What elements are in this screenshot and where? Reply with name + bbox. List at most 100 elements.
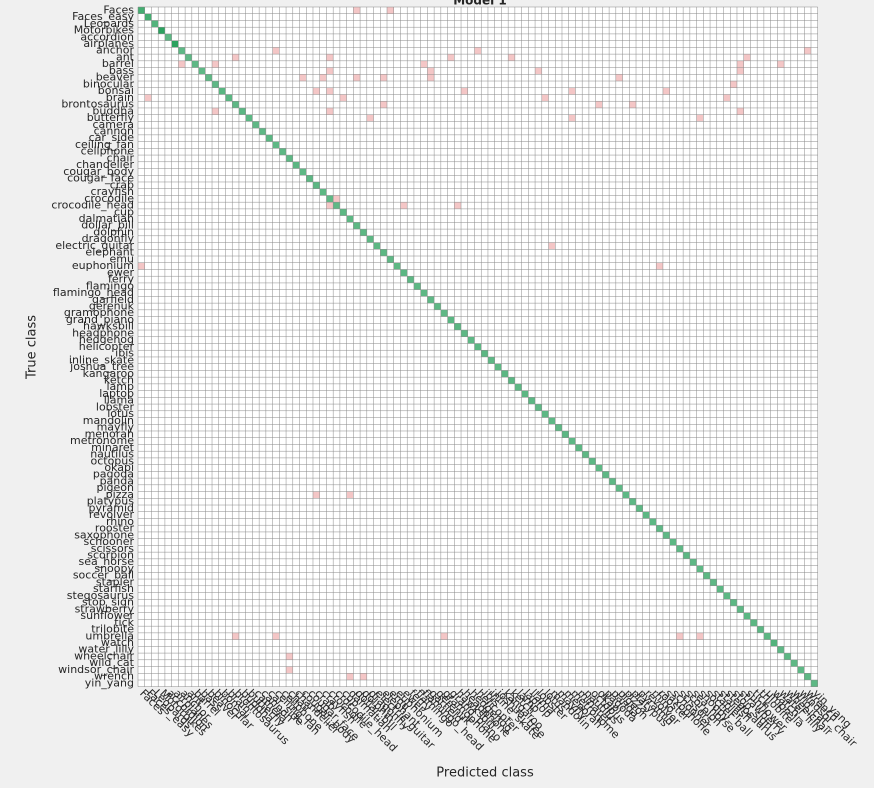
y-tick-label: cellphone (81, 145, 135, 158)
y-tick-label: ant (116, 50, 135, 63)
y-tick-label: euphonium (72, 259, 134, 272)
y-tick-label: windsor_chair (58, 663, 134, 676)
off-diagonal-cell (541, 94, 549, 102)
y-tick-label: crocodile (84, 192, 134, 205)
y-tick-label: mandolin (83, 414, 134, 427)
off-diagonal-cell (178, 60, 186, 68)
diagonal-cell (299, 168, 307, 176)
y-tick-label: panda (100, 474, 134, 487)
off-diagonal-cell (380, 74, 388, 82)
diagonal-cell (649, 518, 657, 526)
y-tick-label: chair (107, 151, 135, 164)
y-tick-label: buddha (92, 104, 134, 117)
y-tick-label: lobster (96, 400, 135, 413)
y-tick-label: octopus (90, 454, 134, 467)
off-diagonal-cell (676, 632, 684, 640)
y-tick-label: lotus (107, 407, 134, 420)
y-tick-label: flamingo_head (53, 286, 134, 299)
diagonal-cell (528, 397, 536, 405)
diagonal-cell (272, 141, 280, 149)
diagonal-cell (138, 7, 145, 14)
diagonal-cell (757, 626, 764, 633)
off-diagonal-cell (232, 632, 239, 640)
y-tick-label: watch (101, 636, 134, 649)
diagonal-cell (615, 484, 623, 492)
diagonal-cell (467, 336, 475, 344)
y-tick-label: anchor (96, 44, 134, 57)
y-tick-label: nautilus (90, 448, 134, 461)
y-tick-label: car_side (89, 131, 135, 144)
y-tick-label: sea_horse (79, 555, 135, 568)
off-diagonal-cell (333, 195, 340, 203)
y-tick-label: bass (109, 64, 134, 77)
off-diagonal-cell (474, 47, 482, 55)
off-diagonal-cell (326, 107, 334, 115)
diagonal-cell (413, 282, 421, 290)
off-diagonal-cell (312, 491, 320, 499)
y-tick-label: revolver (89, 508, 135, 521)
off-diagonal-cell (312, 87, 320, 95)
off-diagonal-cell (615, 74, 623, 82)
diagonal-cell (447, 316, 455, 324)
y-tick-label: ceiling_fan (75, 138, 134, 151)
diagonal-cell (750, 619, 758, 627)
diagonal-cell (360, 229, 367, 236)
off-diagonal-cell (326, 87, 334, 95)
y-tick-label: barrel (102, 57, 134, 70)
diagonal-cell (777, 646, 785, 654)
y-tick-label: cannon (94, 125, 134, 138)
diagonal-cell (710, 579, 717, 586)
off-diagonal-cell (299, 74, 307, 82)
diagonal-cell (292, 161, 300, 169)
y-tick-label: water_lilly (78, 643, 134, 656)
diagonal-cell (427, 296, 435, 304)
off-diagonal-cell (427, 67, 435, 75)
diagonal-cell (629, 498, 637, 506)
y-tick-label: platypus (87, 495, 135, 508)
off-diagonal-cell (319, 74, 327, 82)
y-tick-label: dollar_bill (81, 219, 134, 232)
diagonal-cell (743, 612, 751, 620)
off-diagonal-cell (696, 632, 704, 640)
y-tick-label: accordion (80, 30, 134, 43)
off-diagonal-cell (736, 67, 744, 75)
diagonal-cell (164, 33, 172, 41)
diagonal-cell (521, 390, 529, 398)
diagonal-cell (306, 175, 313, 182)
y-tick-label: yin_yang (85, 676, 134, 689)
y-tick-label: camera (92, 118, 134, 131)
off-diagonal-cell (353, 74, 361, 82)
diagonal-cell (407, 276, 414, 283)
diagonal-cell (481, 350, 488, 357)
diagonal-cell (319, 188, 327, 196)
y-tick-label: ibis (115, 347, 134, 360)
diagonal-cell (784, 653, 791, 660)
diagonal-cell (333, 202, 340, 209)
off-diagonal-cell (440, 632, 448, 640)
y-tick-label: beaver (96, 71, 135, 84)
diagonal-cell (339, 208, 347, 216)
diagonal-cell (494, 363, 502, 371)
off-diagonal-cell (346, 491, 354, 499)
y-tick-label: rhino (106, 515, 134, 528)
y-tick-label: airplanes (83, 37, 134, 50)
off-diagonal-cell (346, 673, 354, 680)
y-tick-label: brontosaurus (61, 98, 134, 111)
y-tick-label: saxophone (74, 528, 134, 541)
off-diagonal-cell (380, 101, 388, 108)
y-tick-label: snoopy (94, 562, 134, 575)
y-tick-label: minaret (91, 441, 135, 454)
y-axis-label: True class (25, 315, 40, 380)
y-tick-label: pyramid (88, 501, 134, 514)
diagonal-cell (178, 47, 186, 55)
diagonal-cell (642, 511, 650, 519)
y-tick-label: trilobite (91, 623, 134, 636)
off-diagonal-cell (326, 202, 334, 209)
diagonal-cell (387, 256, 394, 263)
diagonal-cell (487, 356, 495, 364)
diagonal-cell (245, 114, 253, 122)
diagonal-cell (683, 552, 690, 559)
off-diagonal-cell (232, 54, 239, 61)
y-tick-label: stapler (96, 575, 135, 588)
diagonal-cell (346, 215, 354, 223)
